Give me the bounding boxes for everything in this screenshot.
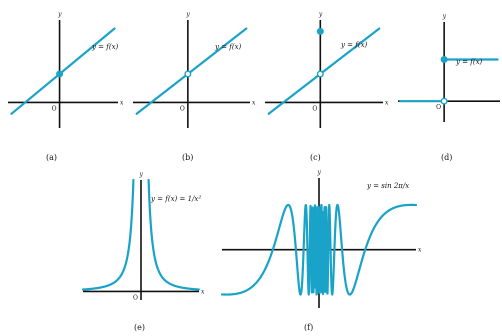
y-axis-label: y <box>318 11 323 18</box>
curve-group <box>399 56 499 105</box>
open-point-marker-1 <box>440 97 448 105</box>
filled-point-marker-2 <box>440 56 448 64</box>
caption: (c) <box>310 153 321 162</box>
curve-group <box>220 203 418 296</box>
panel-f: x y y = sin 2π/x (f) <box>220 169 422 332</box>
curve-group <box>267 27 381 115</box>
caption: (a) <box>46 153 57 162</box>
y-axis-label: y <box>185 11 190 18</box>
x-axis-label: x <box>385 99 389 106</box>
curve-label: y = f(x) = 1/x² <box>150 195 201 203</box>
filled-point-marker-1 <box>56 70 64 78</box>
open-point-marker-1 <box>184 70 192 78</box>
curve-line <box>10 27 116 115</box>
origin-label: O <box>180 105 185 112</box>
open-point-marker-1 <box>316 70 324 78</box>
origin-label: O <box>52 105 57 112</box>
x-axis-label: x <box>201 288 205 295</box>
y-axis-label: y <box>57 11 62 18</box>
filled-point-marker-2 <box>316 27 324 35</box>
y-axis-label: y <box>139 171 144 178</box>
curve-label: y = f(x) <box>340 41 368 49</box>
panel-e: x y O y = f(x) = 1/x² (e) <box>81 171 205 332</box>
curve-group <box>10 27 116 115</box>
panel-c: x y O y = f(x) (c) <box>265 11 389 162</box>
curve-line <box>135 27 248 115</box>
origin-label: O <box>436 104 441 111</box>
panel-a: x y O y = f(x) (a) <box>8 11 124 162</box>
x-axis-label: x <box>252 99 256 106</box>
curve-oscillation <box>220 203 418 296</box>
origin-label: O <box>133 294 138 301</box>
curve-group <box>135 27 248 115</box>
x-axis-label: x <box>120 99 124 106</box>
panel-b: x y O y = f(x) (b) <box>133 11 256 162</box>
caption: (f) <box>304 323 313 332</box>
caption: (d) <box>441 153 452 162</box>
caption: (b) <box>182 153 193 162</box>
curve-group <box>81 178 200 291</box>
caption: (e) <box>134 323 145 332</box>
curve-label: y = f(x) <box>214 43 242 51</box>
curve-branch-left <box>81 178 135 291</box>
curve-line <box>267 27 381 115</box>
curve-label: y = f(x) <box>455 58 483 66</box>
curve-branch-right <box>147 178 200 291</box>
panel-d: x y O y = f(x) (d) <box>398 13 500 162</box>
curve-label: y = f(x) <box>91 43 119 51</box>
curve-label: y = sin 2π/x <box>366 182 409 190</box>
x-axis-label: x <box>418 247 422 254</box>
y-axis-label: y <box>442 13 447 20</box>
y-axis-label: y <box>317 169 322 176</box>
origin-label: O <box>312 105 317 112</box>
